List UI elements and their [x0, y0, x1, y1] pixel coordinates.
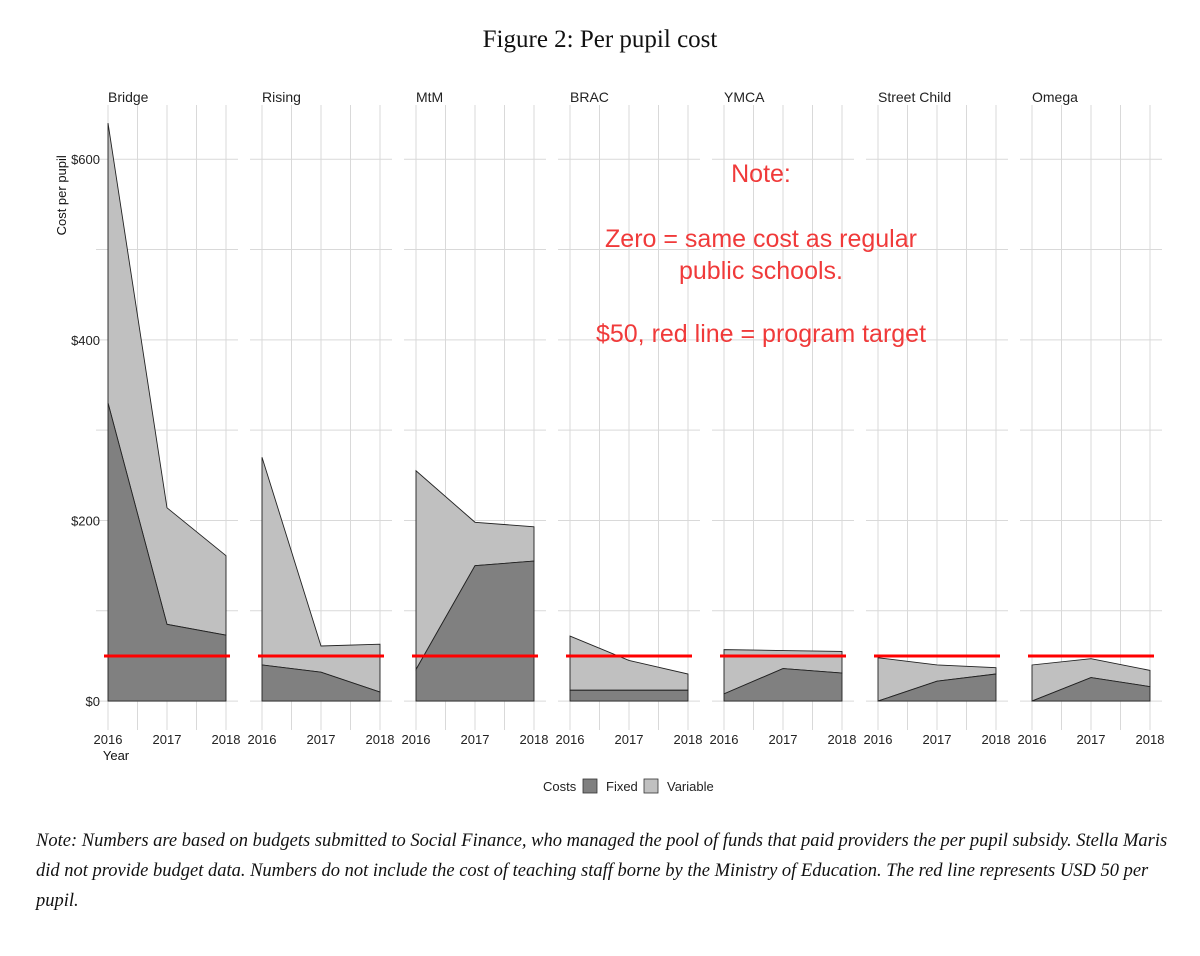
x-tick-label: 2018 — [1136, 732, 1165, 747]
panels-layer: Bridge 2016 2017 2018 Rising 2016 2017 2018 MtM 2… — [94, 89, 1165, 747]
annotation-line-4: $50, red line = program target — [596, 320, 926, 348]
x-tick-label: 2017 — [923, 732, 952, 747]
figure-title: Figure 2: Per pupil cost — [482, 26, 718, 53]
x-tick-label: 2018 — [674, 732, 703, 747]
panel-brac: BRAC 2016 2017 2018 — [556, 89, 703, 747]
x-tick-label: 2018 — [520, 732, 549, 747]
x-tick-label: 2017 — [1077, 732, 1106, 747]
panel-rising: Rising 2016 2017 2018 — [248, 89, 395, 747]
panel-title: MtM — [416, 89, 443, 105]
figure-caption: Note: Numbers are based on budgets submi… — [36, 831, 1168, 911]
x-tick-label: 2016 — [94, 732, 123, 747]
area-fixed — [415, 560, 535, 702]
panel-title: Rising — [262, 89, 301, 105]
y-axis-title: Cost per pupil — [54, 155, 69, 235]
legend-swatch-variable — [643, 778, 659, 794]
x-tick-label: 2018 — [982, 732, 1011, 747]
annotation-line-2: Zero = same cost as regular — [605, 225, 917, 253]
panel-title: Omega — [1032, 89, 1078, 105]
panel-street-child: Street Child 2016 2017 2018 — [864, 89, 1011, 747]
panel-omega: Omega 2016 2017 2018 — [1018, 89, 1165, 747]
panel-ymca: YMCA 2016 2017 2018 — [710, 89, 857, 747]
x-tick-label: 2016 — [556, 732, 585, 747]
annotation-line-1: Note: — [731, 160, 791, 188]
x-tick-label: 2017 — [769, 732, 798, 747]
legend-title: Costs — [543, 779, 577, 794]
legend-label-fixed: Fixed — [606, 779, 638, 794]
area-fixed — [569, 689, 689, 702]
x-tick-label: 2016 — [402, 732, 431, 747]
legend: Costs Fixed Variable — [543, 778, 714, 794]
annotation-line-3: public schools. — [679, 257, 843, 285]
y-tick-label: $400 — [71, 333, 100, 348]
x-tick-label: 2018 — [366, 732, 395, 747]
y-tick-label: $200 — [71, 513, 100, 528]
area-fixed — [107, 402, 227, 702]
x-axis-title: Year — [103, 748, 130, 763]
area-fixed — [723, 668, 843, 702]
panel-mtm: MtM 2016 2017 2018 — [402, 89, 549, 747]
x-tick-label: 2016 — [248, 732, 277, 747]
note-annotation: Note: Zero = same cost as regular public… — [596, 160, 926, 348]
panel-title: BRAC — [570, 89, 609, 105]
panel-title: YMCA — [724, 89, 765, 105]
x-tick-label: 2016 — [864, 732, 893, 747]
area-fixed — [877, 673, 997, 702]
x-tick-label: 2017 — [461, 732, 490, 747]
y-tick-label: $0 — [86, 694, 100, 709]
panel-title: Bridge — [108, 89, 149, 105]
x-tick-label: 2016 — [710, 732, 739, 747]
panel-bridge: Bridge 2016 2017 2018 — [94, 89, 241, 747]
x-tick-label: 2018 — [828, 732, 857, 747]
panel-title: Street Child — [878, 89, 951, 105]
area-fixed — [1031, 677, 1151, 702]
y-tick-label: $600 — [71, 152, 100, 167]
x-tick-label: 2017 — [307, 732, 336, 747]
x-tick-label: 2017 — [615, 732, 644, 747]
legend-label-variable: Variable — [667, 779, 714, 794]
legend-swatch-fixed — [582, 778, 598, 794]
x-tick-label: 2018 — [212, 732, 241, 747]
x-tick-label: 2016 — [1018, 732, 1047, 747]
x-tick-label: 2017 — [153, 732, 182, 747]
area-fixed — [261, 664, 381, 702]
